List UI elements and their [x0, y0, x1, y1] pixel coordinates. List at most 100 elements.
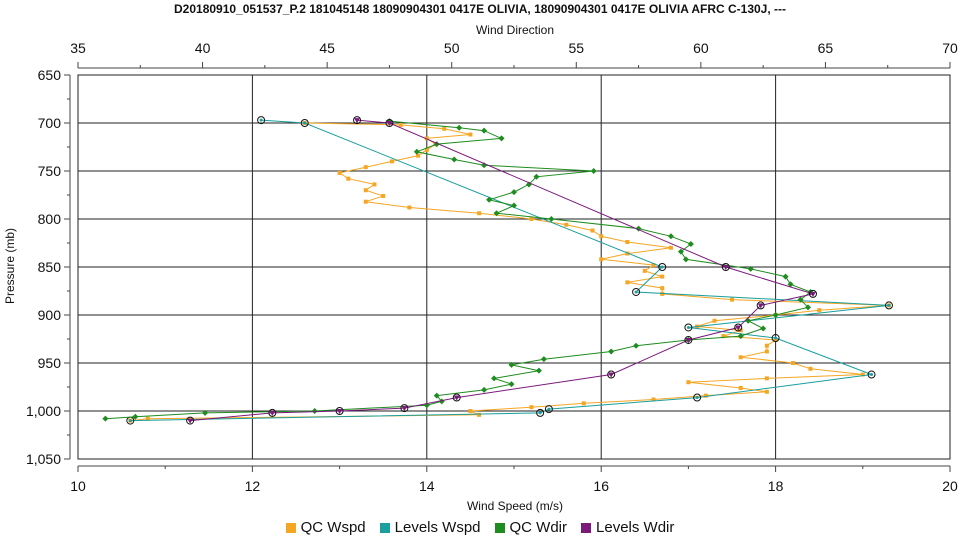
x-tick-label: 20: [942, 478, 958, 494]
data-point: [721, 334, 726, 339]
y-tick-label: 800: [38, 211, 62, 227]
data-point: [451, 156, 458, 163]
x-axis-title: Wind Speed (m/s): [467, 499, 563, 513]
data-point: [535, 367, 542, 374]
y-tick-label: 950: [38, 355, 62, 371]
y-tick-label: 850: [38, 259, 62, 275]
legend-item: QC Wdir: [494, 519, 568, 536]
series-line: [105, 120, 812, 420]
data-point: [772, 312, 779, 318]
data-point: [787, 281, 794, 288]
y-tick-label: 700: [38, 115, 62, 131]
data-point: [481, 127, 488, 134]
data-point-core: [870, 373, 874, 377]
data-point: [738, 385, 743, 390]
data-point: [536, 408, 545, 417]
data-point: [564, 222, 569, 227]
data-point: [808, 289, 817, 298]
data-point: [363, 165, 368, 170]
data-point-core: [336, 409, 343, 414]
data-point: [508, 381, 515, 388]
data-point: [687, 240, 694, 247]
legend-label: Levels Wspd: [394, 519, 481, 536]
series-line: [190, 119, 815, 422]
data-point-core: [547, 407, 551, 411]
data-point-core: [757, 303, 764, 309]
data-point: [456, 124, 463, 131]
data-point: [804, 304, 811, 311]
series-levels-wdir: [186, 116, 817, 425]
data-point: [424, 136, 429, 141]
data-point: [660, 274, 665, 279]
data-point: [590, 228, 595, 233]
top-tick-label: 60: [693, 40, 709, 56]
data-point: [481, 386, 488, 393]
y-tick-label: 750: [38, 163, 62, 179]
top-tick-label: 50: [444, 40, 460, 56]
data-point: [756, 301, 765, 310]
data-point: [468, 132, 473, 137]
data-point-core: [259, 118, 263, 122]
data-point: [398, 122, 403, 127]
data-point: [760, 325, 767, 332]
data-point: [686, 380, 691, 385]
data-point-core: [354, 118, 361, 124]
data-point: [797, 296, 804, 303]
data-point: [667, 233, 674, 240]
data-point: [300, 119, 309, 127]
data-point: [372, 182, 377, 187]
data-point-core: [634, 290, 638, 294]
data-point: [747, 265, 754, 272]
data-point: [529, 405, 534, 410]
top-axis-title: Wind Direction: [476, 23, 554, 37]
data-point: [721, 263, 730, 271]
data-point: [693, 393, 702, 402]
data-point-core: [269, 410, 276, 416]
data-point: [452, 393, 461, 402]
chart-title: D20180910_051537_P.2 181045148 180909043…: [174, 2, 786, 16]
data-point: [625, 280, 630, 285]
legend-swatch: [494, 522, 505, 533]
data-point-core: [538, 411, 542, 415]
data-point: [651, 397, 656, 402]
data-point: [764, 389, 769, 394]
data-point: [257, 116, 266, 125]
legend-item: Levels Wspd: [379, 519, 481, 536]
x-tick-label: 10: [70, 478, 86, 494]
data-point: [633, 342, 640, 349]
data-point: [658, 263, 667, 271]
data-point-core: [695, 396, 699, 400]
y-tick-label: 1,000: [26, 403, 61, 419]
data-point: [625, 251, 630, 256]
data-point: [651, 263, 656, 268]
series-levels-wspd: [126, 116, 893, 425]
data-point: [660, 286, 665, 291]
data-point-core: [128, 419, 132, 423]
data-point-core: [685, 337, 692, 343]
data-point: [400, 404, 409, 413]
data-point-core: [187, 418, 194, 424]
data-point-core: [774, 336, 778, 340]
x-tick-label: 12: [245, 478, 261, 494]
data-point: [764, 349, 769, 354]
data-point: [712, 318, 717, 323]
data-point: [493, 210, 500, 217]
data-point: [782, 273, 789, 280]
data-point: [544, 405, 553, 414]
x-tick-label: 16: [593, 478, 609, 494]
data-point: [632, 287, 641, 296]
data-point: [642, 268, 647, 273]
data-point: [684, 323, 693, 332]
data-point: [433, 392, 440, 399]
data-point: [202, 409, 209, 416]
legend-label: QC Wdir: [509, 519, 568, 536]
top-tick-label: 40: [195, 40, 211, 56]
data-point: [773, 337, 778, 342]
data-point: [581, 401, 586, 406]
data-point: [668, 245, 673, 250]
data-point: [738, 355, 743, 360]
series-line: [130, 119, 890, 422]
data-point: [407, 205, 412, 210]
legend-swatch: [581, 522, 592, 533]
